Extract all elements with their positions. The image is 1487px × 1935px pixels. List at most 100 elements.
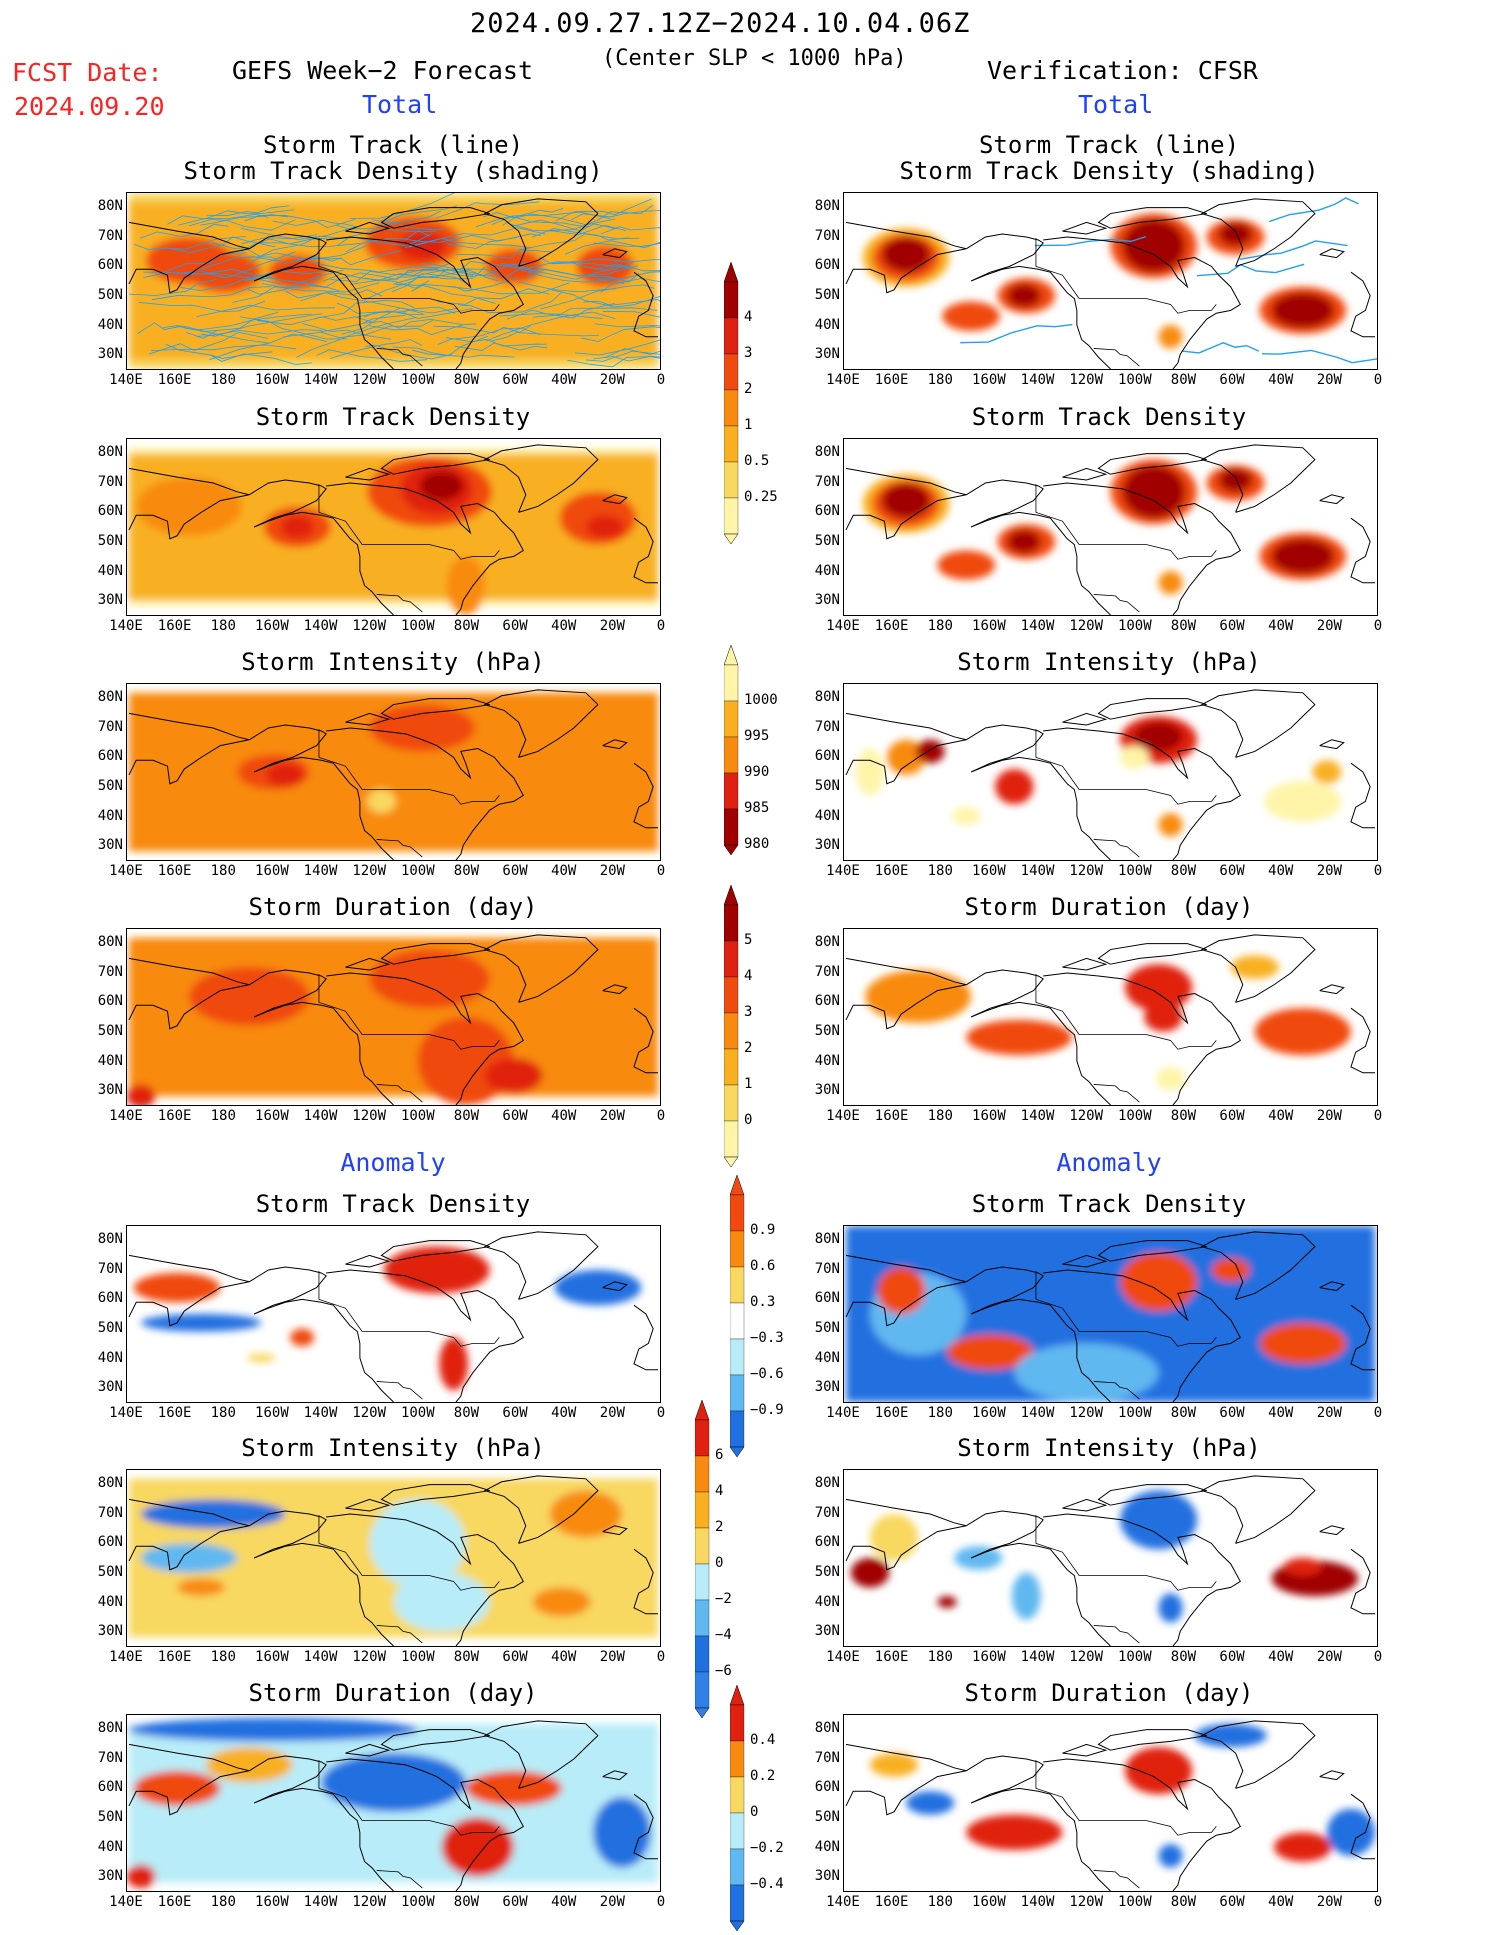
lon-tick-label: 180 xyxy=(210,372,236,388)
l1-title-a: Storm Track (line) xyxy=(262,131,524,159)
lon-tick-label: 100W xyxy=(1117,1649,1152,1665)
colorbar-tick-label: 0.4 xyxy=(750,1732,776,1748)
lat-tick-label: 60N xyxy=(97,748,123,765)
map-panel xyxy=(126,192,661,370)
colorbar-tick-label: 0 xyxy=(715,1555,724,1571)
lon-tick-label: 60W xyxy=(1219,1894,1245,1910)
lon-tick-label: 140W xyxy=(303,1649,338,1665)
lon-tick-label: 20W xyxy=(599,372,625,388)
lat-tick-label: 30N xyxy=(97,346,123,363)
lon-tick-label: 140E xyxy=(109,1894,143,1910)
lon-tick-label: 120W xyxy=(352,618,387,634)
lon-tick-label: 160E xyxy=(157,1405,192,1421)
lon-tick-label: 80W xyxy=(453,372,480,388)
map-canvas xyxy=(845,689,1375,860)
lat-tick-label: 30N xyxy=(97,1623,123,1640)
lat-tick-label: 60N xyxy=(814,1779,840,1796)
colorbar-tick-label: 1 xyxy=(744,417,753,433)
lon-tick-label: 20W xyxy=(1316,1108,1342,1124)
lon-tick-label: 160W xyxy=(255,1649,289,1665)
lon-tick-label: 140W xyxy=(1020,1405,1055,1421)
lon-tick-label: 180 xyxy=(210,1649,236,1665)
lon-tick-label: 180 xyxy=(927,618,953,634)
colorbar-tick-label: 980 xyxy=(744,836,770,852)
r1-title-a: Storm Track (line) xyxy=(978,131,1240,159)
colorbar-tick-label: 0 xyxy=(750,1804,759,1820)
lon-tick-label: 60W xyxy=(502,1405,528,1421)
lon-tick-label: 40W xyxy=(1268,1108,1294,1124)
lat-tick-label: 70N xyxy=(814,1260,840,1277)
lon-tick-label: 180 xyxy=(210,863,236,879)
colorbar-duration-total: 5 4 3 2 1 0 xyxy=(723,884,804,1171)
map-panel xyxy=(843,192,1378,370)
l3-title: Storm Intensity (hPa) xyxy=(241,648,545,676)
lat-tick-label: 70N xyxy=(97,227,123,244)
colorbar-tick-label: −4 xyxy=(715,1627,732,1643)
lon-tick-label: 100W xyxy=(1117,1405,1152,1421)
lat-tick-label: 30N xyxy=(814,1379,840,1396)
lon-tick-label: 100W xyxy=(1117,1894,1152,1910)
right-total-label: Total xyxy=(1078,90,1154,119)
colorbar-duration-anomaly: 0.4 0.2 0 −0.2 −0.4 xyxy=(729,1684,810,1935)
lon-tick-label: 20W xyxy=(599,1649,625,1665)
lon-tick-label: 100W xyxy=(400,863,435,879)
lat-tick-label: 70N xyxy=(814,227,840,244)
lat-tick-label: 80N xyxy=(97,1719,123,1736)
lon-tick-label: 160W xyxy=(972,1108,1006,1124)
lon-tick-label: 120W xyxy=(1069,372,1104,388)
map-canvas xyxy=(845,1475,1375,1646)
colorbar-tick-label: −0.3 xyxy=(750,1330,784,1346)
lon-tick-label: 180 xyxy=(210,1108,236,1124)
lat-tick-label: 70N xyxy=(814,473,840,490)
lon-tick-label: 0 xyxy=(1373,1108,1383,1124)
colorbar-tick-label: 2 xyxy=(715,1519,724,1535)
lon-tick-label: 80W xyxy=(1170,1894,1197,1910)
lat-tick-label: 80N xyxy=(97,933,123,950)
lon-tick-label: 0 xyxy=(656,863,666,879)
lat-tick-label: 50N xyxy=(97,1319,123,1336)
colorbar-tick-label: 1 xyxy=(744,1076,753,1092)
lat-tick-label: 60N xyxy=(97,993,123,1010)
colorbar-intensity-anomaly: 6 4 2 0 −2 −4 −6 xyxy=(694,1399,775,1722)
r2-title: Storm Track Density xyxy=(971,403,1247,431)
lat-tick-label: 60N xyxy=(814,993,840,1010)
lat-tick-label: 60N xyxy=(97,1290,123,1307)
lon-tick-label: 120W xyxy=(352,1894,387,1910)
lat-tick-label: 80N xyxy=(814,197,840,214)
lon-tick-label: 0 xyxy=(1373,1649,1383,1665)
colorbar-tick-label: 6 xyxy=(715,1447,724,1463)
lon-tick-label: 40W xyxy=(551,618,577,634)
lat-tick-label: 70N xyxy=(814,1504,840,1521)
colorbar-density-anomaly: 0.9 0.6 0.3 −0.3 −0.6 −0.9 xyxy=(729,1174,810,1461)
lat-tick-label: 80N xyxy=(814,1719,840,1736)
lon-tick-label: 20W xyxy=(1316,618,1342,634)
lat-tick-label: 30N xyxy=(97,1868,123,1885)
colorbar-tick-label: 0.5 xyxy=(744,453,770,469)
lon-tick-label: 140E xyxy=(826,618,860,634)
lon-tick-label: 40W xyxy=(551,372,577,388)
lon-tick-label: 0 xyxy=(656,1405,666,1421)
lat-tick-label: 70N xyxy=(97,963,123,980)
lon-tick-label: 0 xyxy=(1373,1894,1383,1910)
colorbar-tick-label: −0.4 xyxy=(750,1876,784,1892)
lon-tick-label: 60W xyxy=(1219,1405,1245,1421)
lon-tick-label: 60W xyxy=(1219,372,1245,388)
lon-tick-label: 120W xyxy=(1069,618,1104,634)
map-canvas xyxy=(128,193,660,369)
colorbar-tick-label: 995 xyxy=(744,728,770,744)
lon-tick-label: 160E xyxy=(874,1894,909,1910)
colorbar-tick-label: 0.3 xyxy=(750,1294,776,1310)
lon-tick-label: 160E xyxy=(157,1649,192,1665)
lon-tick-label: 140W xyxy=(1020,1649,1055,1665)
lon-tick-label: 140E xyxy=(826,372,860,388)
lon-tick-label: 80W xyxy=(453,1108,480,1124)
colorbar-tick-label: 4 xyxy=(744,968,753,984)
map-panel xyxy=(843,928,1378,1106)
colorbar-intensity-total: 1000 995 990 985 980 xyxy=(723,644,804,859)
right-column-title: Verification: CFSR xyxy=(987,56,1258,85)
map-panel xyxy=(843,683,1378,861)
lon-tick-label: 140E xyxy=(109,1649,143,1665)
lat-tick-label: 30N xyxy=(97,592,123,609)
lon-tick-label: 0 xyxy=(1373,1405,1383,1421)
left-total-label: Total xyxy=(362,90,438,119)
